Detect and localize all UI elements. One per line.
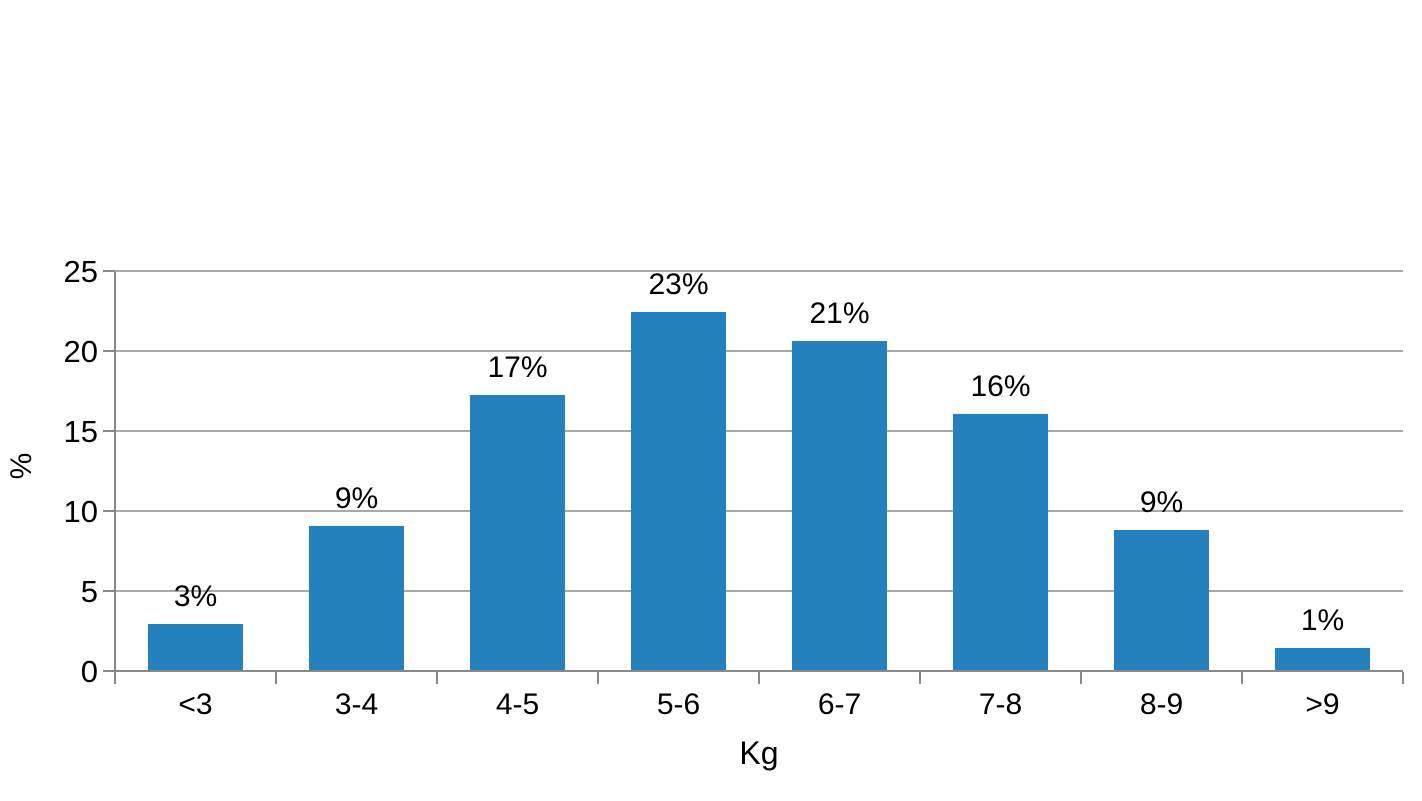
bar-6-7 xyxy=(792,340,887,672)
y-tick-20 xyxy=(103,350,115,352)
bar-4-5 xyxy=(470,395,565,672)
bar-8-9 xyxy=(1114,529,1209,672)
bar->9 xyxy=(1275,648,1370,672)
y-tick-5 xyxy=(103,590,115,592)
bar-7-8 xyxy=(953,414,1048,672)
bar-value-label->9: 1% xyxy=(1300,604,1345,637)
gridline-y-15 xyxy=(115,430,1403,432)
y-tick-label-10: 10 xyxy=(63,494,98,529)
y-axis-line xyxy=(114,272,116,684)
bar-value-label-4-5: 17% xyxy=(487,351,548,385)
x-tick-label-5-6: 5-6 xyxy=(656,688,701,721)
x-tick-label-6-7: 6-7 xyxy=(817,688,862,721)
bar-3-4 xyxy=(309,526,404,672)
x-tick-1 xyxy=(275,672,277,684)
bar-<3 xyxy=(148,624,243,672)
bar-value-label-5-6: 23% xyxy=(648,268,709,301)
x-tick-4 xyxy=(758,672,760,684)
bar-value-label-6-7: 21% xyxy=(809,296,870,330)
gridline-y-25 xyxy=(115,270,1403,272)
y-tick-label-0: 0 xyxy=(80,654,98,689)
x-tick-7 xyxy=(1241,672,1243,684)
bar-value-label-8-9: 9% xyxy=(1139,485,1184,519)
x-tick-label->9: >9 xyxy=(1305,688,1340,721)
x-axis-line xyxy=(115,670,1403,672)
bar-value-label-3-4: 9% xyxy=(334,482,379,516)
gridline-y-20 xyxy=(115,350,1403,352)
y-tick-0 xyxy=(103,670,115,672)
gridline-y-10 xyxy=(115,510,1403,512)
y-tick-label-25: 25 xyxy=(63,254,98,289)
x-tick-0 xyxy=(114,672,116,684)
y-tick-15 xyxy=(103,430,115,432)
x-tick-3 xyxy=(597,672,599,684)
y-tick-label-20: 20 xyxy=(63,334,98,369)
x-tick-label-3-4: 3-4 xyxy=(334,688,379,721)
x-tick-label-7-8: 7-8 xyxy=(978,688,1023,721)
x-tick-6 xyxy=(1080,672,1082,684)
y-tick-10 xyxy=(103,510,115,512)
bar-5-6 xyxy=(631,312,726,672)
bar-value-label-7-8: 16% xyxy=(970,370,1031,404)
x-tick-label-<3: <3 xyxy=(178,688,213,721)
x-tick-label-8-9: 8-9 xyxy=(1139,688,1184,721)
gridline-y-5 xyxy=(115,590,1403,592)
x-tick-label-4-5: 4-5 xyxy=(495,688,540,721)
x-tick-2 xyxy=(436,672,438,684)
x-axis-title: Kg xyxy=(739,735,779,771)
x-tick-5 xyxy=(919,672,921,684)
bar-value-label-<3: 3% xyxy=(173,580,218,613)
y-tick-label-15: 15 xyxy=(63,414,98,449)
x-tick-8 xyxy=(1402,672,1404,684)
y-tick-25 xyxy=(103,270,115,272)
y-tick-label-5: 5 xyxy=(80,574,98,609)
